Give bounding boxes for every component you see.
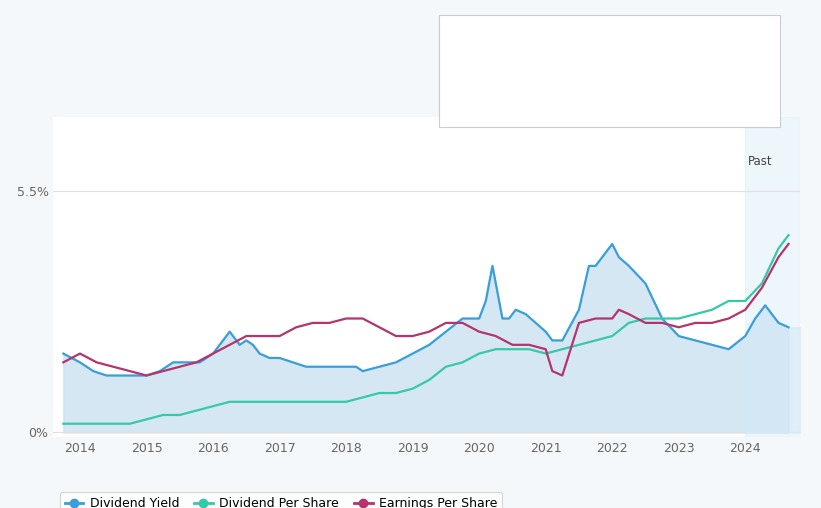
Text: Dividend Per Share: Dividend Per Share xyxy=(456,80,556,89)
Text: Past: Past xyxy=(748,154,773,168)
Text: 4.3%: 4.3% xyxy=(617,59,643,70)
Text: Earnings Per Share: Earnings Per Share xyxy=(456,100,555,110)
Bar xyxy=(745,117,800,437)
Text: No data: No data xyxy=(617,100,658,110)
Text: /yr: /yr xyxy=(759,80,777,89)
Text: JP¥150,000: JP¥150,000 xyxy=(617,80,675,89)
Legend: Dividend Yield, Dividend Per Share, Earnings Per Share: Dividend Yield, Dividend Per Share, Earn… xyxy=(60,492,502,508)
Text: Oct 06 2024: Oct 06 2024 xyxy=(456,28,541,42)
Text: Dividend Yield: Dividend Yield xyxy=(456,59,530,70)
FancyBboxPatch shape xyxy=(439,15,780,127)
Text: /yr: /yr xyxy=(674,59,691,70)
